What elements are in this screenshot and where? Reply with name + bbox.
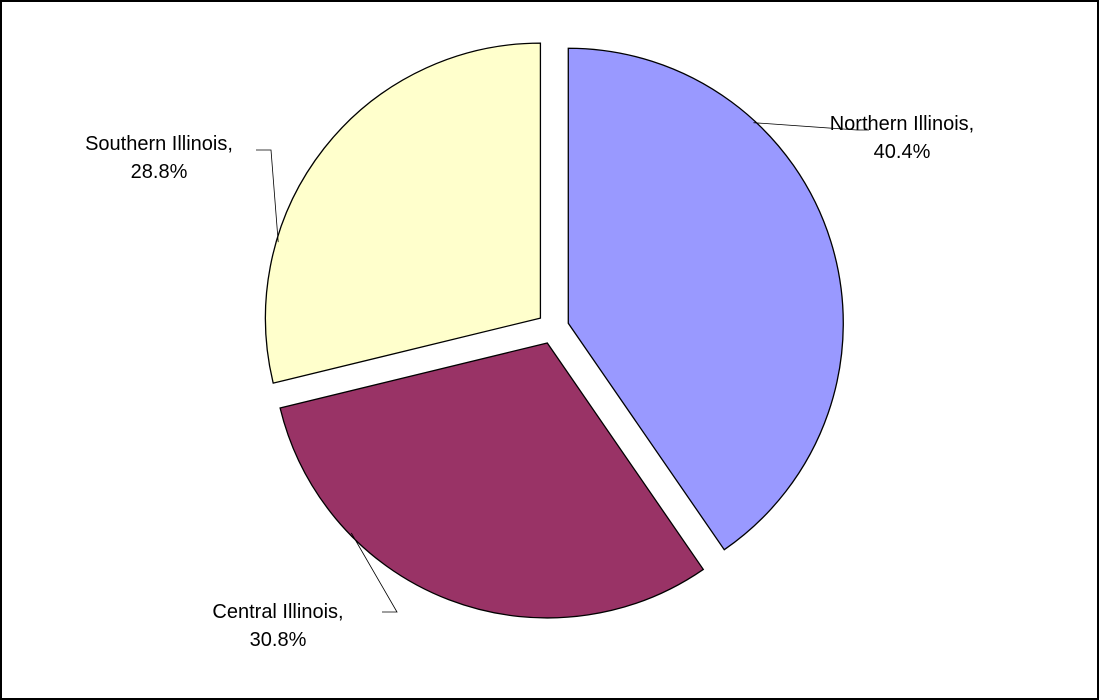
slice-label-value-northern-illinois: 40.4% (874, 141, 931, 163)
leader-line-northern-illinois (753, 122, 869, 131)
leader-lines (256, 122, 869, 613)
leader-line-central-illinois (350, 532, 398, 613)
slice-label-value-central-illinois: 30.8% (250, 629, 307, 651)
slice-label-name-central-illinois: Central Illinois, (212, 601, 343, 623)
leader-line-southern-illinois (256, 149, 279, 243)
pie-slice-central-illinois (279, 342, 705, 619)
slice-label-name-northern-illinois: Northern Illinois, (830, 113, 975, 135)
pie-slices (264, 42, 844, 619)
slice-label-name-southern-illinois: Southern Illinois, (85, 133, 233, 155)
pie-slice-southern-illinois (264, 42, 542, 384)
slice-labels: Northern Illinois, 40.4% Central Illinois,… (85, 113, 974, 651)
slice-label-value-southern-illinois: 28.8% (131, 161, 188, 183)
pie-slice-northern-illinois (567, 47, 844, 551)
